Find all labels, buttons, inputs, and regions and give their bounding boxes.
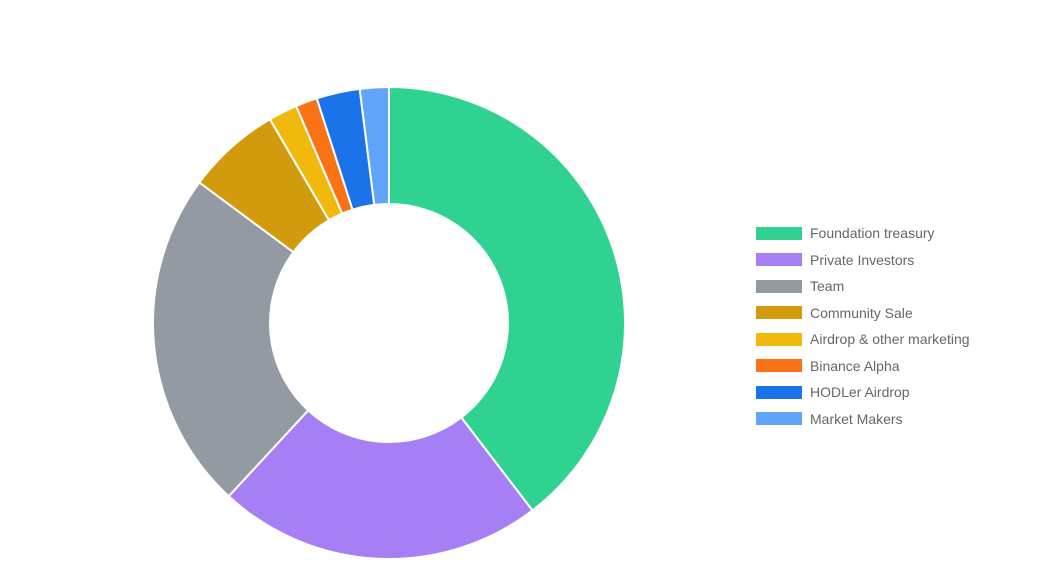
legend-label: Private Investors (810, 251, 915, 268)
legend-item-airdrop-and-other-marketing[interactable]: Airdrop & other marketing (756, 326, 970, 353)
legend-swatch (756, 226, 802, 240)
chart-legend: Foundation treasury Private Investors Team… (756, 220, 970, 432)
slice-market-makers[interactable] (358, 86, 390, 206)
legend-swatch (756, 306, 802, 320)
legend-item-private-investors[interactable]: Private Investors (756, 247, 970, 274)
slice-team[interactable] (152, 181, 310, 498)
legend-item-foundation-treasury[interactable]: Foundation treasury (756, 220, 970, 247)
slice-private-investors[interactable] (227, 409, 534, 560)
legend-item-market-makers[interactable]: Market Makers (756, 406, 970, 433)
legend-swatch (756, 412, 802, 426)
legend-label: Team (810, 278, 845, 295)
legend-label: Market Makers (810, 410, 903, 427)
legend-swatch (756, 332, 802, 346)
legend-item-team[interactable]: Team (756, 273, 970, 300)
legend-item-community-sale[interactable]: Community Sale (756, 300, 970, 327)
legend-label: Community Sale (810, 304, 913, 321)
legend-swatch (756, 253, 802, 267)
legend-swatch (756, 279, 802, 293)
slice-foundation-treasury[interactable] (388, 86, 626, 512)
legend-label: HODLer Airdrop (810, 384, 910, 401)
legend-swatch (756, 385, 802, 399)
legend-item-binance-alpha[interactable]: Binance Alpha (756, 353, 970, 380)
legend-swatch (756, 359, 802, 373)
legend-label: Foundation treasury (810, 225, 935, 242)
legend-item-hodler-airdrop[interactable]: HODLer Airdrop (756, 379, 970, 406)
legend-label: Binance Alpha (810, 357, 900, 374)
legend-label: Airdrop & other marketing (810, 331, 970, 348)
